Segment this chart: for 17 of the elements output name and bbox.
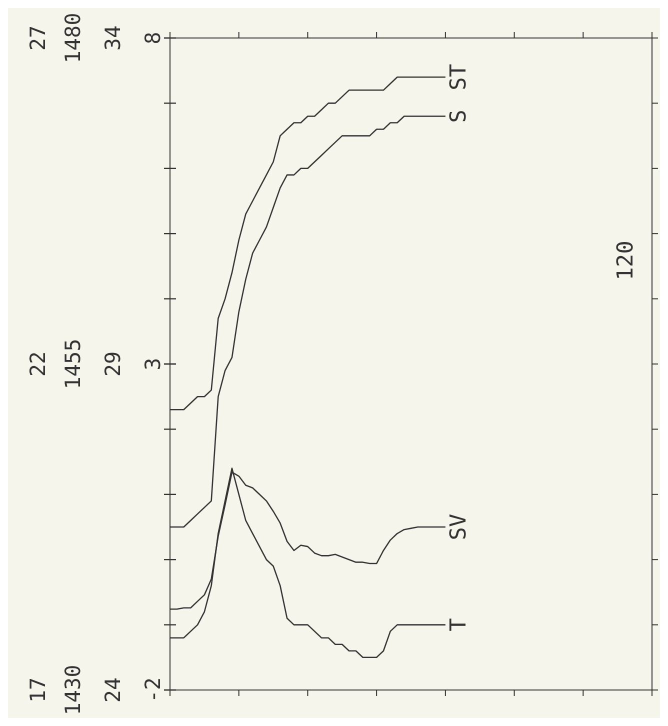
y2-tick-label: 1480 [61,12,85,64]
y-tick-label: 27 [26,25,50,51]
y-tick-label: 17 [26,677,50,703]
text: ST [446,64,472,90]
text: SV [446,514,472,540]
y3-tick-label: 34 [101,25,125,51]
text: T [446,618,472,632]
y2-tick-label: 1430 [61,664,85,716]
y2-tick-label: 1455 [61,338,85,390]
y-tick-label: 8 [141,32,165,44]
text: S [446,110,472,123]
y3-tick-label: 29 [101,351,125,377]
y-tick-label: 22 [26,351,50,377]
annotation: 120 [613,240,638,280]
y-tick-label: -2 [141,677,165,703]
y3-tick-label: 24 [101,677,125,703]
y-tick-label: 3 [141,358,165,370]
